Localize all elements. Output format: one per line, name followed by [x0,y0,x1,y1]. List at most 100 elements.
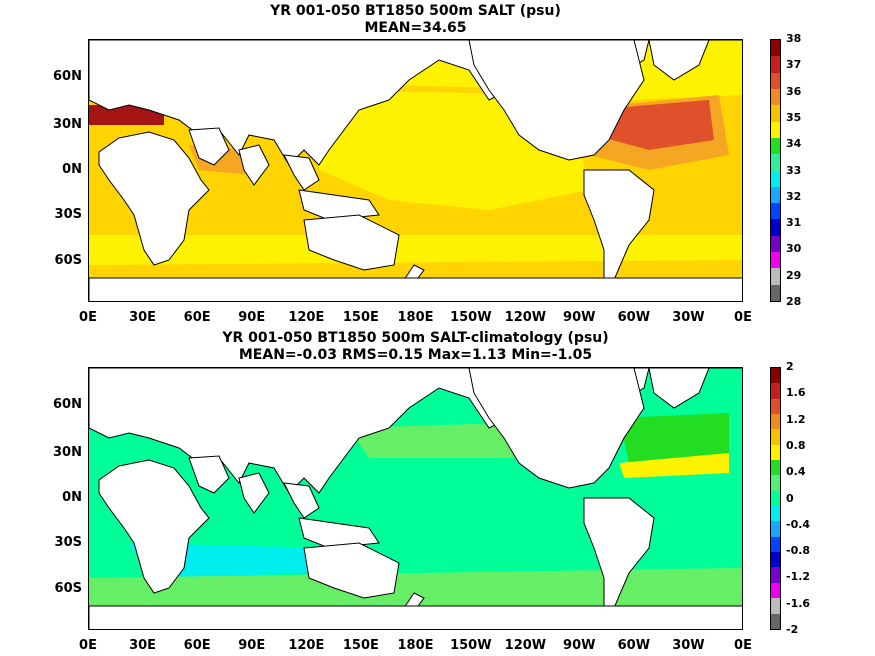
colorbar-swatch [771,170,780,187]
lon-label: 90W [563,638,596,653]
lon-label: 60E [183,638,211,653]
colorbar-tick-label: 33 [786,163,802,177]
colorbar-tick-label: 1.6 [786,386,806,400]
lat-label: 60N [53,69,82,84]
colorbar-swatch [771,398,780,415]
colorbar-swatch [771,137,780,155]
panel1-title-line1: YR 001-050 BT1850 500m SALT (psu) [270,3,561,19]
colorbar-swatch [771,235,780,253]
colorbar-swatch [771,105,780,122]
lon-label: 120W [504,638,547,653]
north-pacific-pos [349,423,519,458]
colorbar-tick-label: 2 [786,360,794,373]
lat-label: 0N [62,490,82,505]
colorbar-swatch [771,598,780,614]
lon-label: 30W [672,310,705,325]
lon-label: 120W [504,310,547,325]
land-india [238,144,270,186]
colorbar-swatch [771,383,780,399]
colorbar-swatch [771,567,780,583]
difference-map-svg [89,368,742,629]
lon-label: 30W [672,638,705,653]
lon-label: 30E [129,310,157,325]
colorbar-swatch [771,40,780,57]
lon-label: 180E [397,638,434,653]
panel2-title-line2: MEAN=-0.03 RMS=0.15 Max=1.13 Min=-1.05 [238,347,593,363]
colorbar-swatch [771,368,780,384]
colorbar-swatch [771,284,780,301]
colorbar-swatch [771,121,780,138]
panel2-title-line1: YR 001-050 BT1850 500m SALT-climatology … [222,330,609,346]
salinity-panel: YR 001-050 BT1850 500m SALT (psu) MEAN=3… [53,3,802,325]
land-africa [98,131,210,266]
colorbar-swatch [771,536,780,553]
colorbar-tick-label: -0.8 [786,544,811,558]
salinity-map [88,39,743,302]
colorbar-swatch [771,219,780,236]
lon-label: 150W [450,310,492,325]
colorbar-tick-label: -0.4 [786,517,811,531]
panel1-colorbar [770,39,781,302]
colorbar-swatch [771,252,780,269]
lat-label: 30N [53,445,82,460]
lat-label: 60S [54,581,82,596]
lat-label: 60S [54,253,82,268]
land-namerica [468,368,645,489]
colorbar-swatch [771,506,780,522]
colorbar-swatch [771,414,780,430]
lon-label: 30E [129,638,157,653]
colorbar-tick-label: 36 [786,84,802,98]
colorbar-swatch [771,552,780,568]
lon-label: 150E [342,310,379,325]
lat-label: 30S [54,535,82,550]
salinity-map-svg [89,40,742,301]
colorbar-tick-label: 30 [786,242,802,256]
colorbar-tick-label: 31 [786,216,802,230]
colorbar-swatch [771,203,780,220]
colorbar-tick-label: 32 [786,189,802,203]
colorbar-tick-label: 0.8 [786,438,806,452]
lon-label: 60W [617,638,651,653]
colorbar-tick-label: 1.2 [786,412,806,426]
lon-label: 150W [450,638,492,653]
land-australia [303,214,400,271]
gulf-stream-yellow [619,453,729,478]
colorbar-swatch [771,56,780,73]
colorbar-swatch [771,460,780,476]
colorbar-tick-label: -2 [786,623,799,636]
colorbar-tick-label: -1.6 [786,596,811,610]
land-arabia [188,127,230,166]
panel1-title: YR 001-050 BT1850 500m SALT (psu) MEAN=3… [88,3,743,37]
colorbar-swatch [771,613,780,629]
colorbar-tick-label: -1.2 [786,570,811,584]
north-atlantic-pos [619,413,729,463]
colorbar-swatch [771,186,780,204]
lat-label: 0N [62,162,82,177]
colorbar-swatch [771,268,780,285]
lon-label: 150E [342,638,379,653]
lon-label: 90W [563,310,596,325]
land-antarctica [89,605,742,629]
land-greenland [648,368,710,409]
colorbar-tick-label: 29 [786,268,802,282]
colorbar-tick-label: 35 [786,110,802,124]
colorbar-swatch [771,521,780,537]
colorbar-tick-label: 38 [786,32,802,45]
lon-label: 120E [288,638,325,653]
land-seasia [283,482,320,519]
colorbar-tick-label: 28 [786,295,802,308]
colorbar-swatch [771,490,780,507]
lon-label: 180E [397,310,434,325]
panel2-colorbar [770,367,781,630]
colorbar-swatch [771,582,780,599]
colorbar-tick-label: 0.4 [786,465,806,479]
panel1-title-line2: MEAN=34.65 [364,20,467,36]
colorbar-swatch [771,154,780,171]
lon-label: 60E [183,310,211,325]
land-greenland [648,40,710,81]
land-namerica [468,40,645,161]
difference-map [88,367,743,630]
colorbar-tick-label: 34 [786,137,802,151]
lon-label: 0E [734,310,752,325]
